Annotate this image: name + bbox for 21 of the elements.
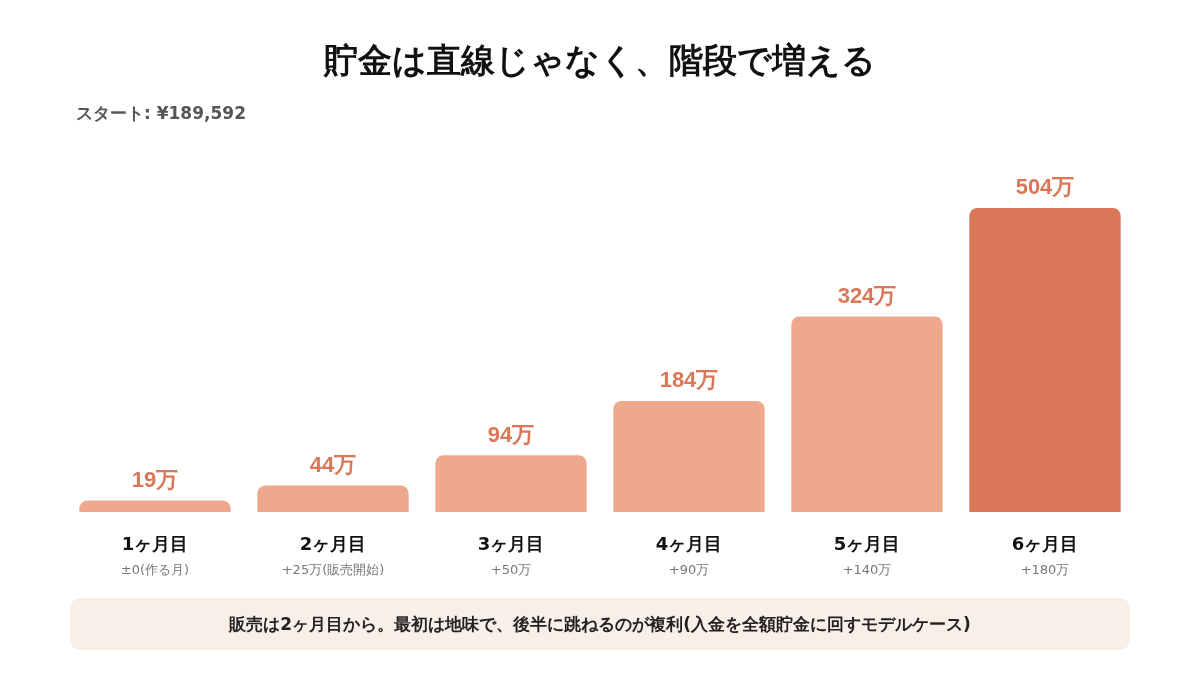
bar bbox=[791, 316, 943, 512]
data-label: 94万 bbox=[487, 421, 535, 447]
x-tick-label: 4ヶ月目 +90万 bbox=[655, 532, 723, 577]
x-tick-label: 6ヶ月目 +180万 bbox=[1011, 532, 1079, 577]
bar bbox=[969, 207, 1121, 512]
data-label: 19万 bbox=[131, 467, 179, 493]
x-tick-label: 1ヶ月目 ±0(作る月) bbox=[120, 532, 190, 577]
data-label: 44万 bbox=[309, 451, 357, 477]
chart-subtitle: スタート: ¥189,592 bbox=[76, 102, 246, 125]
bar bbox=[613, 400, 765, 512]
bar bbox=[79, 500, 231, 512]
text: 販売は2ヶ月目から。最初は地味で、後半に跳ねるのが複利(入金を全額貯金に回すモデルケース) bbox=[70, 598, 1130, 650]
data-label: 504万 bbox=[1015, 174, 1075, 200]
x-tick-label: 3ヶ月目 +50万 bbox=[477, 532, 545, 577]
bar bbox=[435, 455, 587, 512]
bar bbox=[257, 485, 409, 512]
x-tick-label: 2ヶ月目 +25万(販売開始) bbox=[281, 532, 385, 577]
data-label: 184万 bbox=[659, 367, 719, 393]
chart-title: 貯金は直線じゃなく、階段で増える bbox=[322, 39, 877, 82]
data-label: 324万 bbox=[837, 283, 897, 309]
x-tick-label: 5ヶ月目 +140万 bbox=[833, 532, 901, 577]
